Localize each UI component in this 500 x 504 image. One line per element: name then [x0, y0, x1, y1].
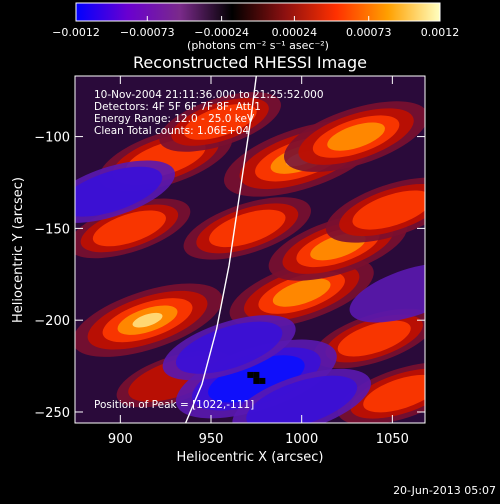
heatmap-blob [162, 315, 296, 381]
heatmap-blob [325, 177, 425, 243]
observation-info: 10-Nov-2004 21:11:36.000 to 21:25:52.000… [94, 89, 324, 137]
peak-pixel [253, 377, 260, 384]
colorbar-ticks: −0.0012 −0.00073 −0.00024 0.00024 0.00073 0.0… [52, 16, 459, 39]
x-tick-label: 1050 [376, 432, 409, 447]
y-tick-label: −150 [34, 222, 70, 237]
heatmap-blob [75, 283, 223, 357]
peak-pixel [247, 371, 254, 378]
heatmap-level [75, 166, 163, 217]
info-line-energy: Energy Range: 12.0 - 25.0 keV [94, 113, 255, 125]
plot-frame [74, 75, 426, 424]
info-line-counts: Clean Total counts: 1.06E+04 [94, 125, 249, 137]
solar-limb-line [184, 76, 257, 423]
heatmap-level [337, 320, 411, 357]
colorbar-tick-label: 0.00073 [346, 26, 392, 39]
heatmap-blob [284, 101, 425, 172]
heatmap-level [209, 209, 286, 248]
heatmap-level [183, 103, 257, 140]
y-tick-label: −100 [34, 131, 70, 146]
peak-pixel [259, 377, 266, 384]
heatmap-blob [313, 308, 425, 369]
render-timestamp: 20-Jun-2013 05:07 [393, 484, 496, 497]
colorbar-tick-label: 0.0012 [421, 26, 460, 39]
info-line-time: 10-Nov-2004 21:11:36.000 to 21:25:52.000 [94, 89, 324, 101]
heatmap-blob [229, 257, 374, 328]
heatmap-level [363, 374, 425, 413]
heatmap-level [352, 190, 425, 230]
peak-pixel [253, 371, 260, 378]
x-axis-label: Heliocentric X (arcsec) [177, 450, 324, 465]
colorbar-tick-label: 0.00024 [272, 26, 318, 39]
heatmap-level [175, 321, 283, 374]
heatmap-blob [159, 92, 281, 152]
heatmap-level [272, 278, 331, 307]
x-axis-ticks: 900 950 1000 1050 [108, 76, 409, 447]
heatmap-blob [349, 262, 425, 323]
peak-marker [247, 371, 266, 384]
y-axis-label: Heliocentric Y (arcsec) [11, 177, 26, 323]
y-tick-label: −200 [34, 314, 70, 329]
x-tick-label: 950 [199, 432, 224, 447]
heatmap-level [246, 375, 358, 423]
y-axis-ticks: −100 −150 −200 −250 [34, 131, 425, 421]
heatmap-blob [232, 368, 371, 423]
heatmap-level [349, 262, 425, 323]
peak-position-label: Position of Peak = [1022,-111] [94, 399, 254, 411]
colorbar-tick-label: −0.00073 [120, 26, 175, 39]
colorbar-tick-label: −0.00024 [194, 26, 249, 39]
colorbar [75, 2, 441, 22]
heatmap-image [75, 92, 425, 423]
colorbar-units-label: (photons cm⁻² s⁻¹ asec⁻²) [187, 39, 329, 52]
y-tick-label: −250 [34, 406, 70, 421]
chart-title: Reconstructed RHESSI Image [133, 53, 367, 72]
x-tick-label: 1000 [285, 432, 318, 447]
colorbar-tick-label: −0.0012 [52, 26, 100, 39]
info-line-detectors: Detectors: 4F 5F 6F 7F 8F, Att 1 [94, 101, 261, 113]
heatmap-blob [75, 160, 175, 223]
heatmap-blob [183, 197, 311, 260]
x-tick-label: 900 [108, 432, 133, 447]
heatmap-blob [75, 198, 191, 259]
heatmap-level [327, 122, 385, 151]
heatmap-level [92, 210, 166, 247]
heatmap-blob [337, 362, 425, 423]
heatmap-level [132, 312, 163, 328]
